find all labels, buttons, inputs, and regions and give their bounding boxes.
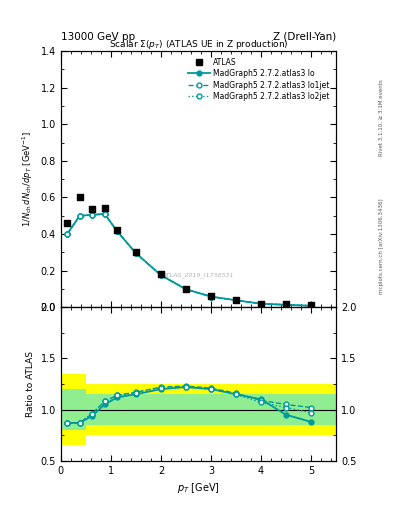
Text: ATLAS_2019_I1736531: ATLAS_2019_I1736531 (163, 272, 234, 278)
ATLAS (77, 194, 83, 202)
MadGraph5 2.7.2.atlas3 lo (259, 301, 263, 307)
Y-axis label: $1/N_{\rm ch}\,dN_{\rm ch}/dp_T\ [\rm GeV^{-1}]$: $1/N_{\rm ch}\,dN_{\rm ch}/dp_T\ [\rm Ge… (21, 131, 35, 227)
ATLAS (233, 296, 239, 304)
MadGraph5 2.7.2.atlas3 lo (102, 211, 107, 217)
Line: MadGraph5 2.7.2.atlas3 lo2jet: MadGraph5 2.7.2.atlas3 lo2jet (65, 211, 314, 308)
ATLAS (89, 205, 95, 214)
MadGraph5 2.7.2.atlas3 lo (134, 250, 138, 257)
Legend: ATLAS, MadGraph5 2.7.2.atlas3 lo, MadGraph5 2.7.2.atlas3 lo1jet, MadGraph5 2.7.2: ATLAS, MadGraph5 2.7.2.atlas3 lo, MadGra… (185, 55, 332, 104)
MadGraph5 2.7.2.atlas3 lo1jet (77, 212, 82, 219)
Text: Z (Drell-Yan): Z (Drell-Yan) (273, 32, 336, 42)
Line: MadGraph5 2.7.2.atlas3 lo1jet: MadGraph5 2.7.2.atlas3 lo1jet (65, 211, 314, 308)
MadGraph5 2.7.2.atlas3 lo2jet (309, 303, 313, 309)
Y-axis label: Ratio to ATLAS: Ratio to ATLAS (26, 351, 35, 417)
MadGraph5 2.7.2.atlas3 lo1jet (102, 211, 107, 217)
Text: 13000 GeV pp: 13000 GeV pp (61, 32, 135, 42)
MadGraph5 2.7.2.atlas3 lo (233, 297, 238, 303)
MadGraph5 2.7.2.atlas3 lo1jet (233, 297, 238, 303)
MadGraph5 2.7.2.atlas3 lo1jet (284, 302, 288, 308)
MadGraph5 2.7.2.atlas3 lo (309, 303, 313, 309)
MadGraph5 2.7.2.atlas3 lo2jet (134, 250, 138, 257)
MadGraph5 2.7.2.atlas3 lo1jet (65, 231, 70, 237)
MadGraph5 2.7.2.atlas3 lo1jet (90, 212, 95, 218)
ATLAS (158, 270, 164, 279)
MadGraph5 2.7.2.atlas3 lo2jet (65, 231, 70, 237)
MadGraph5 2.7.2.atlas3 lo1jet (259, 301, 263, 307)
MadGraph5 2.7.2.atlas3 lo (184, 286, 188, 292)
MadGraph5 2.7.2.atlas3 lo (284, 302, 288, 308)
MadGraph5 2.7.2.atlas3 lo (159, 272, 163, 279)
MadGraph5 2.7.2.atlas3 lo1jet (134, 250, 138, 257)
ATLAS (133, 248, 139, 257)
ATLAS (308, 301, 314, 309)
Line: MadGraph5 2.7.2.atlas3 lo: MadGraph5 2.7.2.atlas3 lo (65, 211, 314, 308)
MadGraph5 2.7.2.atlas3 lo (115, 228, 119, 234)
MadGraph5 2.7.2.atlas3 lo2jet (209, 293, 213, 300)
MadGraph5 2.7.2.atlas3 lo (209, 293, 213, 300)
MadGraph5 2.7.2.atlas3 lo (65, 231, 70, 237)
MadGraph5 2.7.2.atlas3 lo1jet (309, 303, 313, 309)
ATLAS (114, 226, 120, 234)
MadGraph5 2.7.2.atlas3 lo1jet (159, 272, 163, 279)
MadGraph5 2.7.2.atlas3 lo2jet (77, 212, 82, 219)
MadGraph5 2.7.2.atlas3 lo (90, 212, 95, 218)
ATLAS (183, 285, 189, 293)
X-axis label: $p_T\ [\rm GeV]$: $p_T\ [\rm GeV]$ (177, 481, 220, 495)
MadGraph5 2.7.2.atlas3 lo2jet (90, 212, 95, 218)
MadGraph5 2.7.2.atlas3 lo1jet (184, 286, 188, 292)
MadGraph5 2.7.2.atlas3 lo (77, 212, 82, 219)
ATLAS (258, 300, 264, 308)
MadGraph5 2.7.2.atlas3 lo2jet (102, 211, 107, 217)
Text: Rivet 3.1.10, ≥ 3.1M events: Rivet 3.1.10, ≥ 3.1M events (379, 79, 384, 156)
MadGraph5 2.7.2.atlas3 lo1jet (209, 293, 213, 300)
MadGraph5 2.7.2.atlas3 lo2jet (259, 301, 263, 307)
MadGraph5 2.7.2.atlas3 lo2jet (184, 286, 188, 292)
ATLAS (64, 219, 70, 227)
MadGraph5 2.7.2.atlas3 lo2jet (115, 228, 119, 234)
MadGraph5 2.7.2.atlas3 lo2jet (233, 297, 238, 303)
ATLAS (208, 292, 214, 301)
ATLAS (101, 204, 108, 212)
ATLAS (283, 301, 289, 309)
MadGraph5 2.7.2.atlas3 lo2jet (284, 302, 288, 308)
Text: mcplots.cern.ch [arXiv:1306.3436]: mcplots.cern.ch [arXiv:1306.3436] (379, 198, 384, 293)
MadGraph5 2.7.2.atlas3 lo1jet (115, 228, 119, 234)
MadGraph5 2.7.2.atlas3 lo2jet (159, 272, 163, 279)
Title: Scalar $\Sigma(p_T)$ (ATLAS UE in Z production): Scalar $\Sigma(p_T)$ (ATLAS UE in Z prod… (109, 38, 288, 51)
